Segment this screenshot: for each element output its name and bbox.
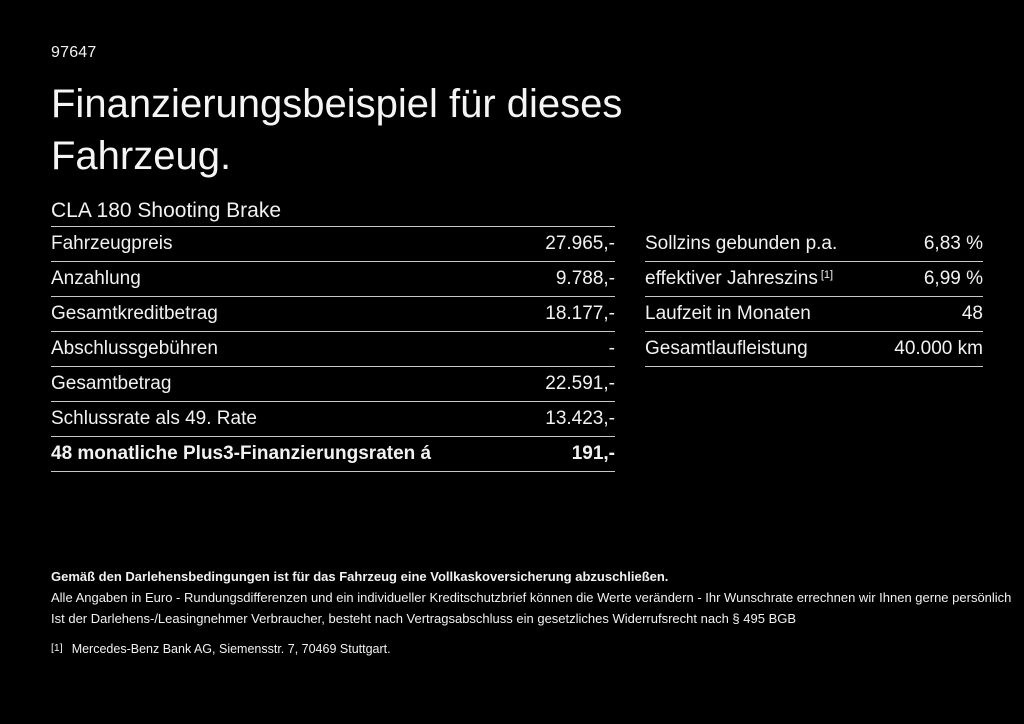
vehicle-model-label: CLA 180 Shooting Brake (51, 199, 281, 222)
row-label: Abschlussgebühren (51, 338, 218, 359)
table-row-gesamtlaufleistung: Gesamtlaufleistung 40.000 km (645, 332, 983, 367)
row-value: 27.965,- (545, 233, 615, 254)
row-value: 22.591,- (545, 373, 615, 394)
table-row-anzahlung: Anzahlung 9.788,- (51, 262, 615, 297)
row-value: 9.788,- (555, 268, 615, 289)
note-line-2: Ist der Darlehens-/Leasingnehmer Verbrau… (51, 611, 797, 626)
row-label: Anzahlung (51, 268, 141, 289)
row-label: Fahrzeugpreis (51, 233, 173, 254)
row-label-text: effektiver Jahreszins (645, 268, 818, 289)
row-value: 18.177,- (545, 303, 615, 324)
table-row-schlussrate: Schlussrate als 49. Rate 13.423,- (51, 402, 615, 437)
table-row-effektiver-jahreszins: effektiver Jahreszins [1] 6,99 % (645, 262, 983, 297)
table-row-laufzeit: Laufzeit in Monaten 48 (645, 297, 983, 332)
row-label: 48 monatliche Plus3-Finanzierungsraten á (51, 443, 432, 464)
footnote: [1] Mercedes-Benz Bank AG, Siemensstr. 7,… (51, 638, 1001, 660)
footnote-text: Mercedes-Benz Bank AG, Siemensstr. 7, 70… (71, 642, 391, 656)
row-label: Laufzeit in Monaten (645, 303, 811, 324)
row-value: 48 (961, 303, 983, 324)
row-label: Sollzins gebunden p.a. (645, 233, 838, 254)
conditions-table: Sollzins gebunden p.a. 6,83 % effektiver… (645, 227, 983, 367)
table-row-gesamtbetrag: Gesamtbetrag 22.591,- (51, 367, 615, 402)
row-value: 6,83 % (923, 233, 983, 254)
table-row-monatsrate: 48 monatliche Plus3-Finanzierungsraten á… (51, 437, 615, 472)
row-label: Gesamtlaufleistung (645, 338, 808, 359)
row-label: Schlussrate als 49. Rate (51, 408, 257, 429)
insurance-note: Gemäß den Darlehensbedingungen ist für d… (51, 569, 669, 584)
page-title-line-2: Fahrzeug. (51, 134, 232, 178)
row-label: Gesamtbetrag (51, 373, 172, 394)
row-value: 6,99 % (923, 268, 983, 289)
table-row-sollzins: Sollzins gebunden p.a. 6,83 % (645, 227, 983, 262)
vehicle-model-heading: CLA 180 Shooting Brake (51, 196, 615, 227)
row-label: Gesamtkreditbetrag (51, 303, 218, 324)
table-row-abschlussgebuehren: Abschlussgebühren - (51, 332, 615, 367)
table-row-fahrzeugpreis: Fahrzeugpreis 27.965,- (51, 227, 615, 262)
row-value: - (608, 338, 615, 359)
table-row-gesamtkreditbetrag: Gesamtkreditbetrag 18.177,- (51, 297, 615, 332)
row-value: 191,- (571, 443, 615, 464)
note-line-1: Alle Angaben in Euro - Rundungsdifferenz… (51, 590, 1012, 605)
page-title: Finanzierungsbeispiel für dieses Fahrzeug… (51, 78, 622, 182)
row-label: effektiver Jahreszins [1] (645, 268, 833, 290)
footnote-reference: [1] (820, 269, 834, 281)
footnote-marker: [1] (51, 642, 63, 654)
row-value: 40.000 km (894, 338, 983, 359)
page-title-line-1: Finanzierungsbeispiel für dieses (51, 82, 623, 126)
vehicle-id: 97647 (51, 44, 97, 61)
financing-table: Fahrzeugpreis 27.965,- Anzahlung 9.788,-… (51, 227, 615, 472)
legal-notes: Gemäß den Darlehensbedingungen ist für d… (51, 566, 1012, 660)
row-value: 13.423,- (545, 408, 615, 429)
